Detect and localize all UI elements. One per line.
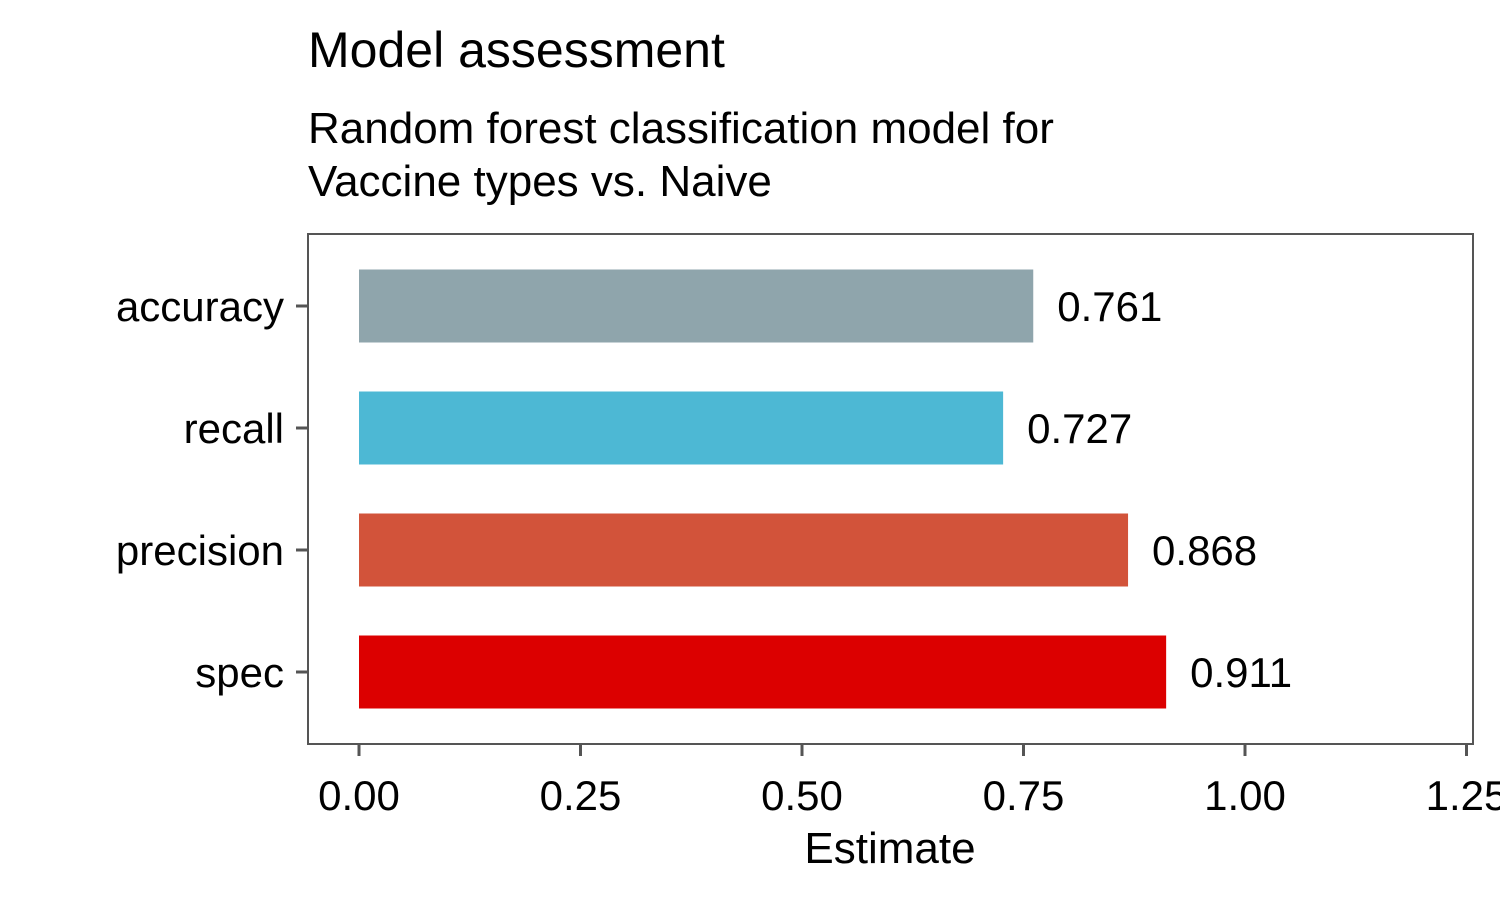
x-tick-label: 0.75 (983, 772, 1065, 819)
y-tick-label-recall: recall (184, 405, 284, 452)
chart-title: Model assessment (308, 22, 725, 78)
value-label-accuracy: 0.761 (1057, 283, 1162, 330)
x-tick-label: 0.50 (761, 772, 843, 819)
chart-subtitle-line-2: Vaccine types vs. Naive (308, 157, 772, 206)
x-tick-label: 1.00 (1204, 772, 1286, 819)
bar-recall (359, 391, 1004, 465)
x-tick-label: 1.25 (1426, 772, 1500, 819)
bar-spec (359, 635, 1167, 709)
plot-panel (307, 233, 1474, 745)
x-axis: 0.00 0.25 0.50 0.75 1.00 1.25 (318, 744, 1500, 819)
y-tick-label-accuracy: accuracy (116, 283, 284, 330)
bar-accuracy (359, 269, 1034, 343)
value-label-precision: 0.868 (1152, 527, 1257, 574)
bars-layer: 0.761 0.727 0.868 0.911 (359, 269, 1292, 709)
chart-subtitle-line-1: Random forest classification model for (308, 104, 1054, 153)
y-tick-label-spec: spec (195, 649, 284, 696)
y-axis: accuracy recall precision spec (116, 283, 308, 696)
y-tick-label-precision: precision (116, 527, 284, 574)
x-tick-label: 0.25 (540, 772, 622, 819)
x-tick-label: 0.00 (318, 772, 400, 819)
value-label-spec: 0.911 (1190, 649, 1292, 696)
x-axis-title: Estimate (804, 824, 975, 873)
bar-precision (359, 513, 1129, 587)
value-label-recall: 0.727 (1027, 405, 1132, 452)
